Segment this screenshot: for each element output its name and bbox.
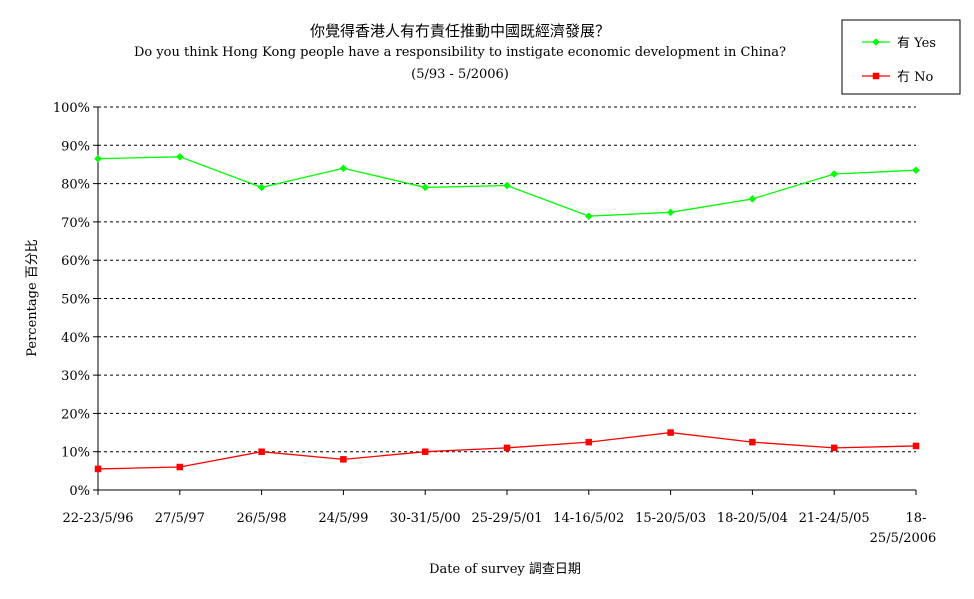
legend-marker bbox=[872, 72, 880, 80]
data-point bbox=[830, 170, 839, 178]
series-yes bbox=[94, 152, 920, 221]
data-point bbox=[421, 183, 430, 192]
data-point bbox=[176, 463, 184, 471]
data-point bbox=[258, 448, 265, 455]
data-point bbox=[830, 444, 838, 452]
x-tick-label: 21-24/5/05 bbox=[799, 511, 870, 526]
x-tick-label: 27/5/97 bbox=[155, 511, 205, 526]
y-tick-label: 40% bbox=[61, 331, 90, 346]
y-tick-label: 0% bbox=[69, 484, 90, 499]
x-tick-label: 25-29/5/01 bbox=[471, 511, 542, 526]
data-point bbox=[667, 429, 674, 436]
data-point bbox=[748, 195, 757, 203]
data-point bbox=[503, 181, 511, 190]
x-tick-label-line: 18- bbox=[906, 511, 927, 526]
axes bbox=[93, 106, 917, 495]
data-point bbox=[585, 438, 593, 446]
data-point bbox=[175, 152, 184, 161]
series-group bbox=[94, 152, 920, 473]
x-tick-label: 26/5/98 bbox=[237, 511, 287, 526]
x-tick-label: 18- 25/5/2006 bbox=[870, 511, 937, 546]
data-point bbox=[666, 208, 675, 217]
y-tick-label: 10% bbox=[61, 446, 90, 461]
x-tick-labels: 22-23/5/96 27/5/97 26/5/98 24/5/99 30-31/5/0… bbox=[62, 511, 936, 546]
x-tick-label: 30-31/5/00 bbox=[390, 511, 461, 526]
y-tick-label: 60% bbox=[61, 254, 90, 269]
data-point bbox=[503, 444, 511, 452]
legend-label: 冇 No bbox=[897, 70, 934, 85]
x-axis-label: Date of survey 調查日期 bbox=[429, 562, 581, 577]
data-point bbox=[584, 212, 593, 221]
chart-titles: 你覺得香港人有冇責任推動中國既經濟發展？ Do you think Hong K… bbox=[134, 22, 786, 82]
y-tick-label: 50% bbox=[61, 293, 90, 308]
y-tick-label: 80% bbox=[61, 178, 90, 193]
y-tick-label: 30% bbox=[61, 369, 90, 384]
x-tick-label: 14-16/5/02 bbox=[553, 511, 624, 526]
y-tick-label: 90% bbox=[61, 139, 90, 154]
gridlines bbox=[98, 106, 916, 453]
data-point bbox=[257, 183, 266, 192]
y-tick-label: 100% bbox=[53, 101, 90, 116]
data-point bbox=[912, 166, 920, 175]
series-no bbox=[94, 429, 920, 473]
data-point bbox=[912, 442, 920, 450]
x-tick-label: 24/5/99 bbox=[318, 511, 368, 526]
x-tick-label: 22-23/5/96 bbox=[62, 511, 133, 526]
y-axis-label: Percentage 百分比 bbox=[25, 239, 40, 357]
x-tick-label: 18-20/5/04 bbox=[717, 511, 788, 526]
data-point bbox=[340, 456, 347, 463]
legend-box bbox=[841, 19, 961, 95]
x-tick-label-line: 25/5/2006 bbox=[870, 531, 937, 546]
x-tick-label: 15-20/5/03 bbox=[635, 511, 706, 526]
chart-title: 你覺得香港人有冇責任推動中國既經濟發展？ bbox=[310, 22, 610, 40]
data-point bbox=[749, 438, 756, 446]
legend-marker bbox=[872, 38, 880, 46]
y-tick-labels: 0% 10% 20% 30% 40% 50% 60% 70% 80% 90% 100% bbox=[53, 101, 90, 499]
data-point bbox=[421, 448, 429, 455]
legend: 有 Yes 冇 No bbox=[841, 19, 961, 95]
y-tick-label: 70% bbox=[61, 216, 90, 231]
chart-period: (5/93 - 5/2006) bbox=[411, 67, 509, 82]
data-point bbox=[339, 164, 348, 173]
data-point bbox=[94, 465, 102, 473]
chart-subtitle: Do you think Hong Kong people have a res… bbox=[134, 45, 786, 60]
y-tick-label: 20% bbox=[61, 407, 90, 422]
legend-label: 有 Yes bbox=[897, 36, 936, 51]
data-point bbox=[94, 154, 102, 163]
